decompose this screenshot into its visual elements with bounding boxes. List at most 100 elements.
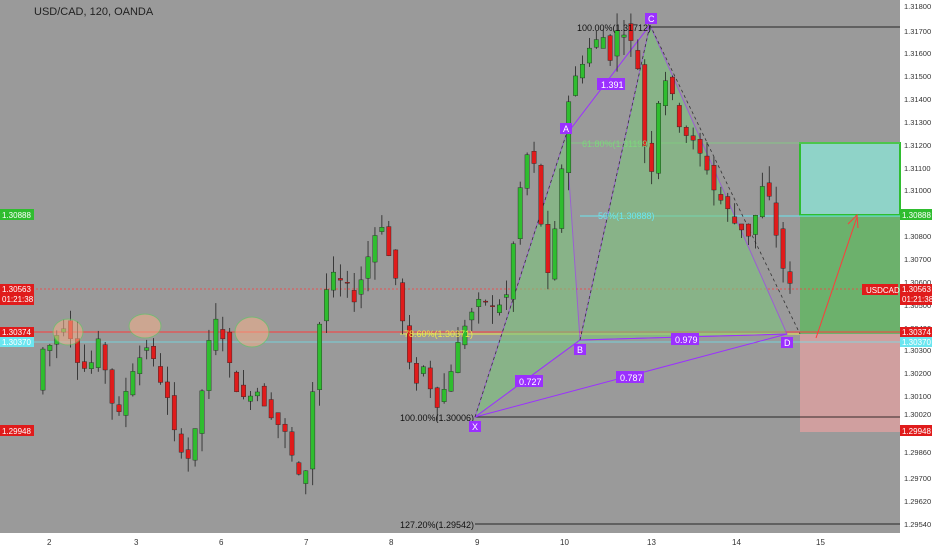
candle-down[interactable] xyxy=(82,361,87,369)
candle-up[interactable] xyxy=(254,391,260,397)
candle-up[interactable] xyxy=(614,30,620,57)
candle-up[interactable] xyxy=(130,371,136,396)
candle-down[interactable] xyxy=(490,305,495,307)
candle-down[interactable] xyxy=(427,367,433,390)
candle-up[interactable] xyxy=(573,75,578,96)
candle-up[interactable] xyxy=(656,102,661,174)
candle-down[interactable] xyxy=(545,224,551,273)
candle-down[interactable] xyxy=(642,64,648,147)
candle-down[interactable] xyxy=(337,278,343,281)
candle-up[interactable] xyxy=(448,371,454,392)
candle-down[interactable] xyxy=(178,433,184,453)
take-profit-box[interactable] xyxy=(799,142,901,216)
candle-up[interactable] xyxy=(559,168,565,229)
candle-down[interactable] xyxy=(780,228,786,269)
point-d-label[interactable]: D xyxy=(781,337,793,348)
candle-up[interactable] xyxy=(248,395,253,402)
candle-down[interactable] xyxy=(718,194,724,201)
candle-up[interactable] xyxy=(566,101,572,173)
candle-down[interactable] xyxy=(261,385,267,407)
candle-down[interactable] xyxy=(158,366,163,383)
candle-up[interactable] xyxy=(331,271,336,291)
candle-down[interactable] xyxy=(746,223,751,237)
harmonic-pattern[interactable] xyxy=(474,23,801,419)
candle-up[interactable] xyxy=(372,235,378,263)
candle-up[interactable] xyxy=(303,470,309,484)
candle-down[interactable] xyxy=(697,138,703,154)
candle-down[interactable] xyxy=(151,345,156,359)
point-x-label[interactable]: X xyxy=(469,421,481,432)
candle-up[interactable] xyxy=(497,304,502,313)
candle-up[interactable] xyxy=(199,390,205,434)
candle-up[interactable] xyxy=(524,154,530,189)
candle-up[interactable] xyxy=(510,243,516,300)
candle-down[interactable] xyxy=(386,226,392,256)
candle-up[interactable] xyxy=(317,323,323,390)
candle-up[interactable] xyxy=(88,362,94,369)
candle-up[interactable] xyxy=(420,366,426,374)
candle-down[interactable] xyxy=(787,271,793,284)
candle-up[interactable] xyxy=(40,348,46,391)
candle-down[interactable] xyxy=(227,331,233,363)
candle-down[interactable] xyxy=(635,50,641,70)
candle-up[interactable] xyxy=(455,342,461,373)
candle-up[interactable] xyxy=(213,318,219,351)
candle-down[interactable] xyxy=(649,142,655,172)
candle-up[interactable] xyxy=(192,428,198,461)
candle-down[interactable] xyxy=(351,290,357,303)
candle-down[interactable] xyxy=(704,155,710,171)
candle-down[interactable] xyxy=(109,369,115,404)
candle-down[interactable] xyxy=(690,135,696,141)
candle-down[interactable] xyxy=(185,449,191,459)
candle-up[interactable] xyxy=(310,391,316,470)
candle-up[interactable] xyxy=(441,389,447,402)
candle-up[interactable] xyxy=(586,47,592,64)
candle-down[interactable] xyxy=(676,105,682,128)
candles[interactable] xyxy=(40,13,793,495)
candle-up[interactable] xyxy=(517,187,523,239)
candle-down[interactable] xyxy=(234,371,240,392)
candle-down[interactable] xyxy=(282,423,288,432)
candle-down[interactable] xyxy=(732,216,738,224)
candle-up[interactable] xyxy=(600,37,606,49)
candle-up[interactable] xyxy=(462,325,468,346)
point-c-label[interactable]: C xyxy=(645,13,657,24)
candle-down[interactable] xyxy=(766,182,772,197)
candle-up[interactable] xyxy=(469,311,475,321)
candle-down[interactable] xyxy=(241,384,246,397)
candle-down[interactable] xyxy=(268,399,274,419)
time-axis[interactable] xyxy=(0,533,900,550)
candle-down[interactable] xyxy=(102,344,108,371)
candle-up[interactable] xyxy=(324,289,329,322)
point-b-label[interactable]: B xyxy=(574,344,586,355)
candle-down[interactable] xyxy=(296,462,302,475)
candle-up[interactable] xyxy=(358,279,364,295)
candle-down[interactable] xyxy=(393,249,399,279)
candle-up[interactable] xyxy=(123,391,129,416)
candle-down[interactable] xyxy=(171,395,177,431)
candle-up[interactable] xyxy=(621,34,627,38)
plot-area[interactable] xyxy=(0,0,900,533)
candle-down[interactable] xyxy=(116,404,122,412)
candle-down[interactable] xyxy=(531,151,537,164)
candle-down[interactable] xyxy=(607,35,613,61)
candle-up[interactable] xyxy=(593,39,599,48)
candle-up[interactable] xyxy=(144,347,150,351)
candle-up[interactable] xyxy=(552,228,558,280)
candle-down[interactable] xyxy=(165,381,170,398)
candle-down[interactable] xyxy=(400,282,406,322)
candle-down[interactable] xyxy=(711,165,717,191)
candle-down[interactable] xyxy=(275,412,281,425)
candle-down[interactable] xyxy=(344,282,350,284)
candle-down[interactable] xyxy=(683,127,689,136)
candle-down[interactable] xyxy=(434,387,440,408)
point-a-label[interactable]: A xyxy=(560,123,572,134)
candle-up[interactable] xyxy=(503,294,509,298)
candle-up[interactable] xyxy=(759,186,765,218)
candle-down[interactable] xyxy=(289,431,295,456)
candle-up[interactable] xyxy=(137,357,143,374)
projection-arrow[interactable] xyxy=(815,213,859,339)
candle-down[interactable] xyxy=(628,23,634,41)
